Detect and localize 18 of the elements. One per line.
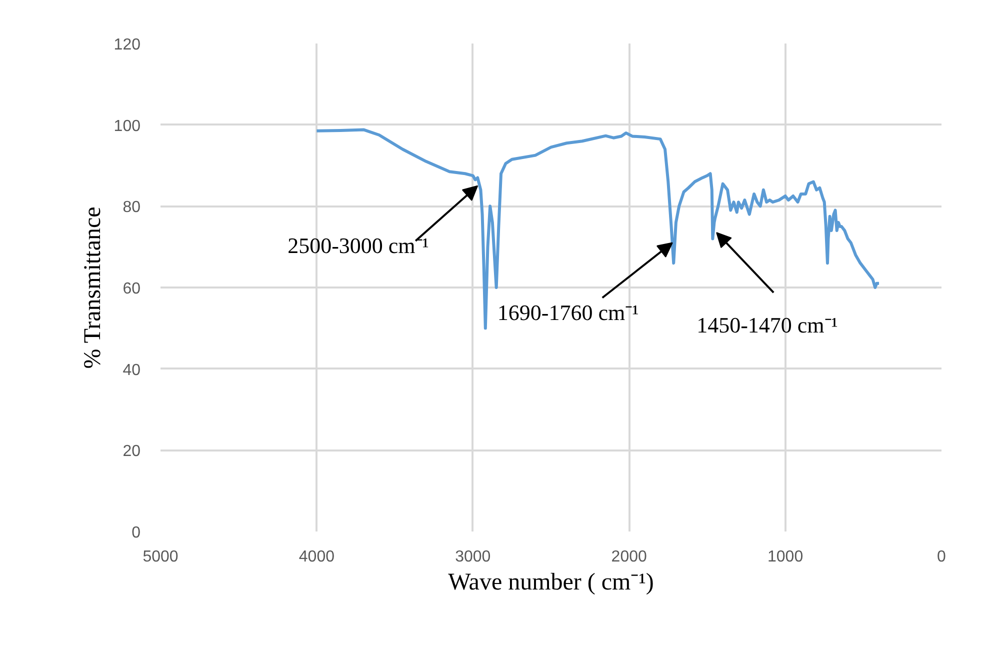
y-tick-label: 60 — [122, 280, 141, 298]
x-tick-label: 3000 — [455, 548, 491, 566]
y-tick-label: 40 — [122, 362, 141, 379]
annotation: 1690-1760 cm⁻¹ — [497, 300, 639, 325]
y-tick-label: 20 — [122, 443, 141, 460]
annotation: 2500-3000 cm⁻¹ — [288, 232, 429, 258]
y-tick-label: 120 — [114, 36, 141, 54]
y-tick-label: 80 — [122, 199, 141, 216]
y-tick-label: 100 — [114, 118, 141, 135]
x-tick-label: 2000 — [611, 548, 647, 566]
y-tick-label: 0 — [132, 524, 141, 542]
x-tick-label: 4000 — [298, 548, 335, 566]
annotation: 1450-1470 cm⁻¹ — [696, 312, 838, 338]
x-axis-title: Wave number ( cm⁻¹) — [448, 570, 654, 596]
y-axis-title: % Transmittance — [80, 206, 106, 369]
x-tick-label: 5000 — [142, 548, 178, 566]
x-tick-label: 1000 — [768, 548, 804, 566]
x-tick-label: 0 — [937, 548, 946, 566]
